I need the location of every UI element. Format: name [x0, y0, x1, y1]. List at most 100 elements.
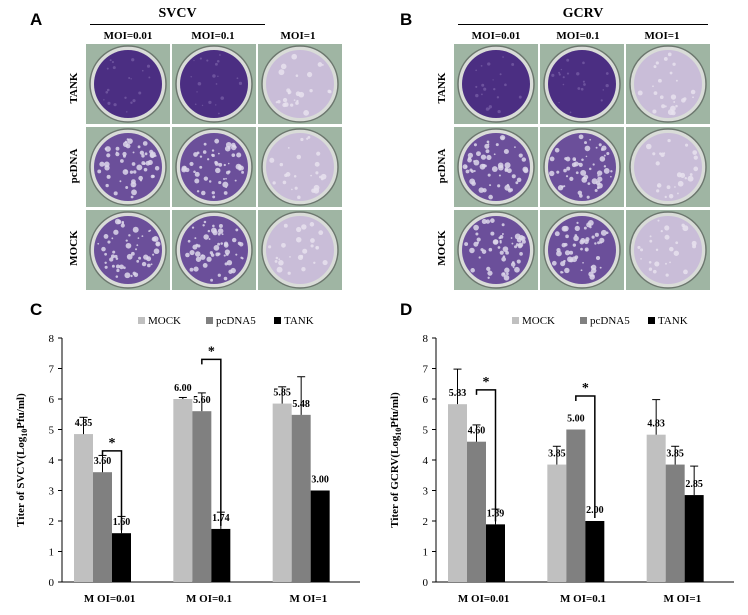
plaque-spot: [279, 162, 284, 167]
plaque-spot: [194, 171, 200, 177]
data-label: 3.60: [94, 456, 112, 467]
plaque-spot: [591, 235, 595, 239]
plaque-spot: [574, 225, 580, 232]
plaque-spot: [314, 161, 320, 167]
plaque-spot: [665, 273, 669, 277]
plaque-spot: [512, 266, 515, 269]
plaque-spot: [217, 252, 221, 256]
plaque-spot: [637, 90, 643, 96]
plaque-spot: [138, 256, 142, 260]
plaque-spot: [189, 267, 194, 272]
plaque-spot: [212, 195, 216, 199]
plaque-spot: [196, 190, 200, 193]
bar-mock: [173, 399, 193, 582]
plaque-spot: [203, 220, 207, 224]
plaque-spot: [599, 241, 603, 244]
plaque-spot: [680, 172, 686, 178]
plaque-spot: [690, 89, 696, 95]
plaque-spot: [657, 78, 662, 83]
plaque-spot: [223, 177, 226, 180]
plaque-spot: [486, 266, 491, 272]
plaque-spot: [193, 59, 195, 62]
bar-mock: [74, 434, 93, 582]
plaque-spot: [475, 232, 479, 236]
plaque-well-a-r0-c1: [172, 44, 256, 124]
plaque-spot: [473, 143, 477, 147]
plaque-spot: [111, 61, 114, 64]
legend-label-tank: TANK: [284, 315, 314, 327]
panel-b-plaque-grid: [454, 44, 710, 294]
plaque-spot: [208, 238, 211, 240]
plaque-spot: [228, 269, 233, 274]
bar-mock: [646, 434, 666, 582]
y-tick-label: 5: [49, 425, 55, 437]
plaque-spot: [499, 134, 506, 141]
plaque-spot: [135, 248, 138, 251]
plaque-spot: [223, 191, 228, 195]
well-monolayer: [634, 133, 702, 201]
plaque-well-b-r1-c2: [626, 127, 710, 207]
y-tick-label: 8: [423, 333, 429, 345]
plaque-spot: [210, 278, 213, 282]
plaque-well-b-r0-c2: [626, 44, 710, 124]
plaque-spot: [207, 158, 210, 161]
plaque-spot: [202, 150, 207, 154]
plaque-spot: [280, 63, 287, 70]
plaque-spot: [505, 250, 509, 255]
plaque-spot: [481, 218, 487, 225]
plaque-spot: [677, 192, 679, 195]
plaque-spot: [583, 226, 587, 230]
plaque-spot: [113, 103, 117, 107]
plaque-spot: [125, 186, 129, 189]
plaque-spot: [193, 152, 198, 157]
plaque-spot: [506, 272, 509, 276]
plaque-spot: [487, 62, 491, 66]
plaque-spot: [207, 229, 211, 233]
plaque-spot: [675, 241, 679, 245]
plaque-spot: [193, 170, 196, 174]
plaque-spot: [564, 267, 570, 274]
plaque-spot: [501, 256, 507, 262]
plaque-spot: [208, 180, 212, 183]
plaque-spot: [302, 248, 308, 254]
bar-mock: [272, 403, 292, 582]
bar-pcdna5: [291, 414, 311, 582]
plaque-spot: [296, 236, 302, 243]
plaque-spot: [206, 59, 209, 62]
plaque-spot: [481, 83, 485, 87]
plaque-spot: [667, 138, 671, 143]
plaque-spot: [321, 63, 324, 66]
plaque-spot: [498, 174, 501, 177]
plaque-spot: [564, 250, 570, 256]
plaque-spot: [689, 173, 693, 176]
plaque-spot: [130, 195, 134, 199]
plaque-spot: [584, 247, 589, 252]
plaque-spot: [152, 236, 159, 242]
plaque-spot: [580, 169, 587, 176]
plaque-spot: [225, 141, 232, 148]
plaque-spot: [101, 246, 106, 252]
plaque-spot: [562, 260, 566, 263]
plaque-spot: [124, 96, 127, 100]
plaque-spot: [492, 79, 494, 81]
plaque-spot: [278, 260, 284, 266]
plaque-spot: [655, 248, 659, 252]
plaque-spot: [652, 109, 657, 114]
plaque-spot: [469, 247, 475, 254]
plaque-spot: [211, 153, 215, 158]
plaque-spot: [655, 61, 659, 65]
plaque-spot: [309, 222, 315, 227]
panel-b-row-mock: MOCK: [436, 230, 448, 266]
plaque-spot: [675, 104, 678, 108]
plaque-spot: [567, 256, 573, 263]
plaque-spot: [484, 143, 490, 149]
plaque-spot: [208, 100, 212, 105]
legend-label-mock: MOCK: [148, 315, 181, 327]
plaque-spot: [480, 154, 487, 160]
plaque-spot: [194, 237, 197, 240]
plaque-spot: [307, 135, 311, 139]
plaque-spot: [598, 143, 602, 147]
plaque-spot: [218, 162, 223, 167]
bar-pcdna5: [93, 472, 112, 582]
plaque-spot: [493, 87, 496, 91]
